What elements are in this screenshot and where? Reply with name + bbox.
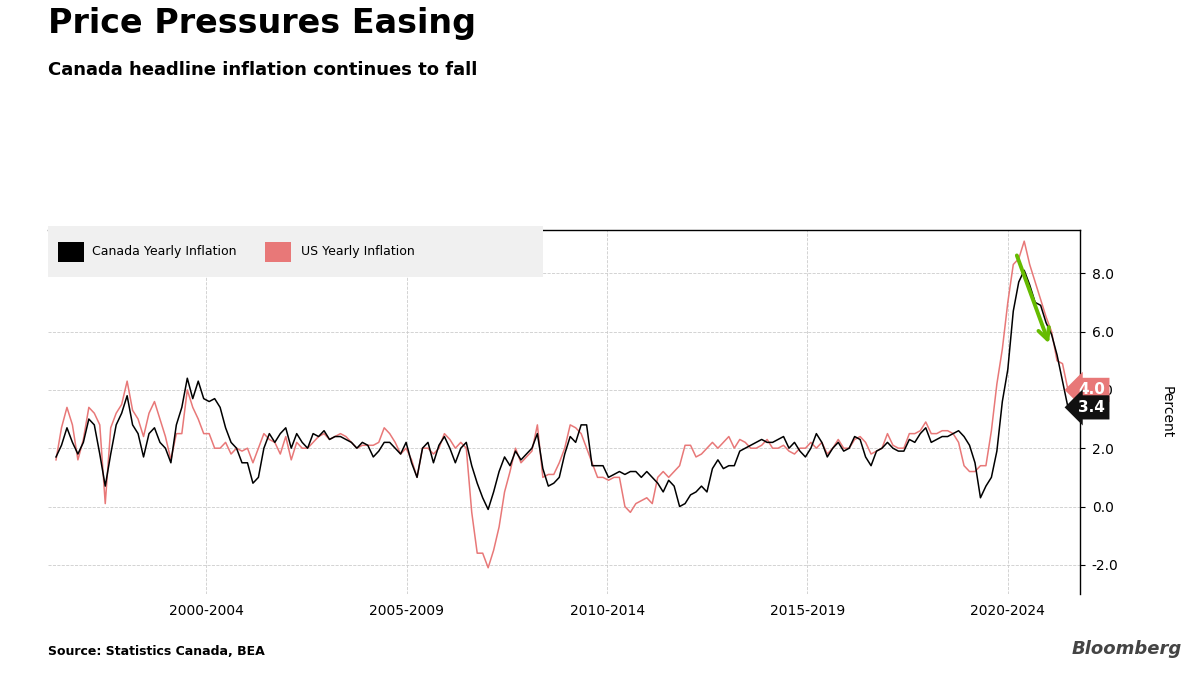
Text: Bloomberg: Bloomberg bbox=[1072, 640, 1182, 658]
Text: US Yearly Inflation: US Yearly Inflation bbox=[301, 245, 414, 258]
Text: Canada headline inflation continues to fall: Canada headline inflation continues to f… bbox=[48, 61, 478, 79]
Text: 3.4: 3.4 bbox=[1078, 400, 1105, 415]
Text: Canada Yearly Inflation: Canada Yearly Inflation bbox=[92, 245, 236, 258]
Bar bbox=[265, 242, 290, 263]
Text: 4.0: 4.0 bbox=[1078, 382, 1105, 398]
Bar bbox=[59, 242, 84, 263]
Bar bbox=[48, 226, 544, 277]
Text: Source: Statistics Canada, BEA: Source: Statistics Canada, BEA bbox=[48, 645, 265, 658]
Text: Price Pressures Easing: Price Pressures Easing bbox=[48, 7, 476, 40]
Y-axis label: Percent: Percent bbox=[1160, 385, 1174, 438]
